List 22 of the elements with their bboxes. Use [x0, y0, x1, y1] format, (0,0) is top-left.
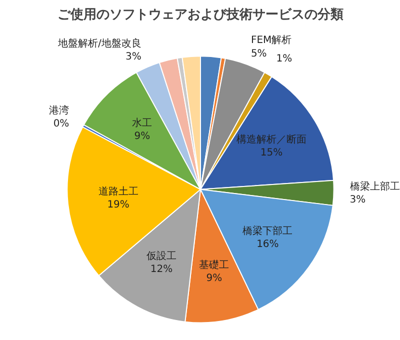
data-label: 9%	[134, 131, 150, 142]
data-label: 3%	[125, 52, 142, 63]
data-label: 9%	[206, 272, 222, 284]
data-label: 19%	[107, 200, 130, 211]
data-label: 15%	[260, 148, 283, 159]
slice-label: FEM解析	[250, 34, 292, 46]
slice-label: 道路土工	[98, 185, 138, 198]
data-label: 12%	[150, 264, 173, 276]
slice-label: 仮設工	[146, 250, 176, 262]
data-label: 1%	[276, 54, 292, 65]
slice-label: 港湾	[49, 104, 70, 116]
slice-label: 基礎工	[199, 258, 230, 271]
data-label: 16%	[256, 239, 279, 250]
slice-label: 構造解析／断面	[236, 133, 307, 146]
data-label: 0%	[53, 118, 70, 130]
data-label: 3%	[350, 194, 366, 206]
slice-label: 橋梁下部工	[242, 225, 293, 238]
slice-label: 水工	[132, 117, 152, 130]
slice-label: 橋梁上部工	[350, 180, 400, 192]
chart-title: ご使用のソフトウェアおよび技術サービスの分類	[58, 8, 344, 22]
data-label: 5%	[250, 48, 267, 60]
slice-label: 地盤解析/地盤改良	[56, 38, 142, 50]
